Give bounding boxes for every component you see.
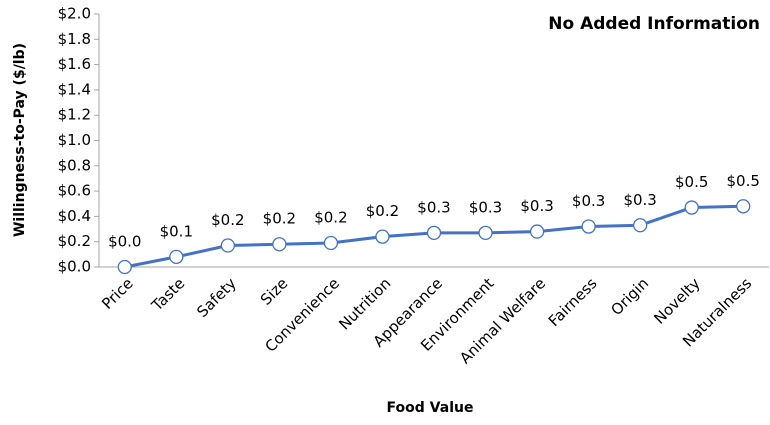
y-tick-label: $1.2 — [58, 106, 91, 124]
point — [117, 259, 132, 275]
point — [581, 219, 596, 234]
point — [633, 218, 648, 233]
point — [375, 229, 390, 244]
data-label: $0.2 — [211, 211, 244, 229]
data-label: $0.3 — [623, 191, 656, 209]
point — [272, 237, 287, 252]
data-label: $0.5 — [675, 173, 708, 191]
data-label: $0.1 — [160, 222, 193, 240]
x-axis-title: Food Value — [387, 400, 474, 416]
data-label: $0.2 — [263, 210, 296, 228]
point — [684, 200, 699, 215]
y-tick-label: $0.4 — [58, 207, 91, 225]
y-tick-label: $0.6 — [58, 182, 91, 200]
point — [736, 199, 751, 214]
data-label: $0.2 — [366, 202, 399, 220]
point — [323, 235, 339, 251]
x-tick-label: Novelty — [650, 274, 703, 327]
x-tick-label: Origin — [607, 274, 652, 319]
y-tick-label: $0.8 — [58, 156, 91, 174]
data-label: $0.3 — [520, 197, 553, 215]
y-tick-label: $0.0 — [58, 258, 91, 276]
data-label: $0.3 — [572, 192, 605, 210]
y-tick-label: $1.8 — [58, 30, 91, 48]
data-label: $0.5 — [727, 172, 760, 190]
chart-title: No Added Information — [548, 14, 760, 34]
point — [220, 238, 235, 253]
data-label: $0.3 — [417, 198, 450, 216]
data-label: $0.3 — [469, 198, 502, 216]
y-tick-label: $1.4 — [58, 80, 91, 98]
point — [169, 249, 184, 265]
y-tick-label: $1.6 — [58, 55, 91, 73]
data-label: $0.0 — [108, 233, 141, 251]
y-tick-label: $1.0 — [58, 131, 91, 149]
y-tick-label: $2.0 — [58, 5, 91, 23]
x-tick-label: Fairness — [545, 274, 601, 330]
point — [426, 225, 442, 240]
x-tick-label: Size — [257, 274, 292, 309]
point — [529, 224, 545, 239]
y-tick-label: $0.2 — [58, 232, 91, 250]
x-tick-label: Taste — [147, 274, 188, 315]
data-label: $0.2 — [314, 208, 347, 226]
x-tick-label: Price — [98, 274, 137, 313]
x-tick-label: Safety — [193, 274, 240, 321]
y-axis-title: Willingness-to-Pay ($/lb) — [12, 43, 28, 237]
point — [478, 225, 493, 240]
